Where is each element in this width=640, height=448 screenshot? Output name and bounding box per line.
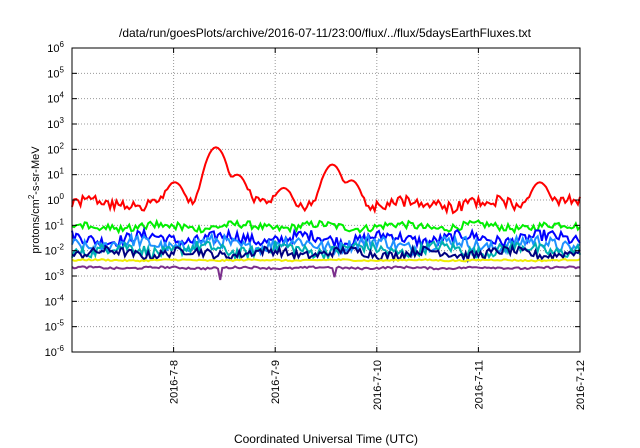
- y-tick-label: 10-1: [45, 217, 65, 232]
- y-tick-label: 102: [47, 141, 64, 156]
- x-tick-label: 2016-7-8: [169, 360, 181, 404]
- y-tick-label: 10-3: [45, 268, 65, 283]
- y-axis-label: protons/cm2-s-sr-MeV: [27, 146, 42, 254]
- series-line: [71, 218, 581, 235]
- y-ticks: 10-6 10-5 10-4 10-3 10-2 10-1 100 101 102 103 104 1…: [45, 40, 580, 359]
- x-tick-label: 2016-7-12: [575, 360, 587, 410]
- y-tick-label: 10-2: [45, 243, 65, 258]
- series-group: [71, 146, 581, 281]
- y-tick-label: 10-5: [45, 319, 65, 334]
- series-line: [71, 257, 581, 263]
- y-axis-label-base: protons/cm: [30, 199, 42, 253]
- series-line: [71, 237, 581, 262]
- y-tick-label: 101: [47, 167, 64, 182]
- y-tick-label: 103: [47, 116, 64, 131]
- y-tick-label: 105: [47, 65, 64, 80]
- series-line: [71, 243, 581, 264]
- series-line: [71, 226, 581, 251]
- x-tick-label: 2016-7-9: [270, 360, 282, 404]
- y-axis-label-sup: 2: [27, 194, 36, 199]
- y-tick-label: 100: [47, 192, 64, 207]
- x-tick-label: 2016-7-11: [473, 360, 485, 409]
- y-axis-label-rest: -s-sr-MeV: [30, 146, 42, 195]
- y-tick-label: 10-4: [45, 293, 65, 308]
- series-line: [71, 146, 581, 216]
- series-line: [71, 265, 581, 281]
- series-line: [71, 231, 581, 258]
- x-axis-label: Coordinated Universal Time (UTC): [234, 432, 418, 446]
- x-ticks: 2016-7-8 2016-7-9 2016-7-10 2016-7-11 2016-7…: [169, 48, 587, 410]
- x-tick-label: 2016-7-10: [372, 360, 384, 410]
- y-tick-label: 10-6: [45, 344, 65, 359]
- y-tick-label: 106: [47, 40, 64, 55]
- y-tick-label: 104: [47, 91, 64, 106]
- chart-title: /data/run/goesPlots/archive/2016-07-11/2…: [119, 26, 532, 40]
